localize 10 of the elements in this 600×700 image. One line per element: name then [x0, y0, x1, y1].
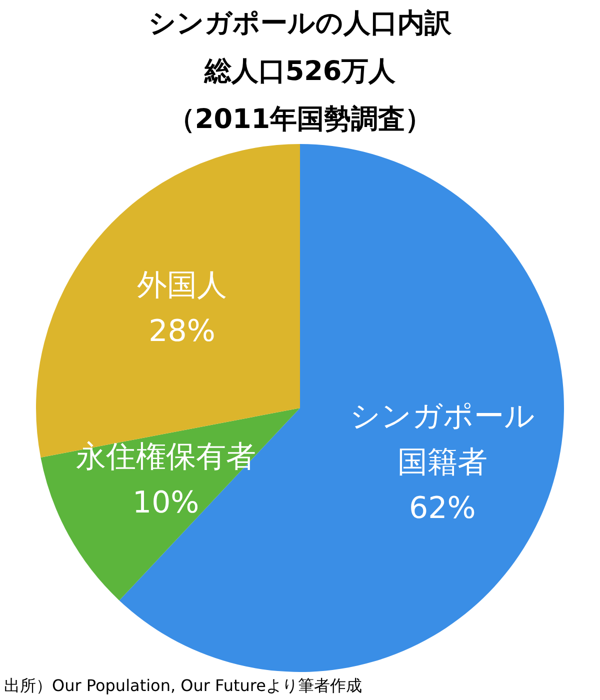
text: （2011年国勢調査） [168, 104, 432, 135]
chart-title: シンガポールの人口内訳 [148, 7, 452, 41]
slice-label: 永住権保有者 [76, 440, 256, 475]
data-label: 10% [132, 486, 200, 521]
slice-label: シンガポール国籍者 [350, 399, 535, 480]
data-label: 28% [148, 314, 216, 350]
slice-label: 外国人 [137, 268, 228, 304]
text: 出所）Our Population, Our Futureより筆者作成 [4, 676, 362, 697]
text: 総人口526万人 [204, 56, 396, 87]
data-label: 62% [409, 491, 476, 526]
